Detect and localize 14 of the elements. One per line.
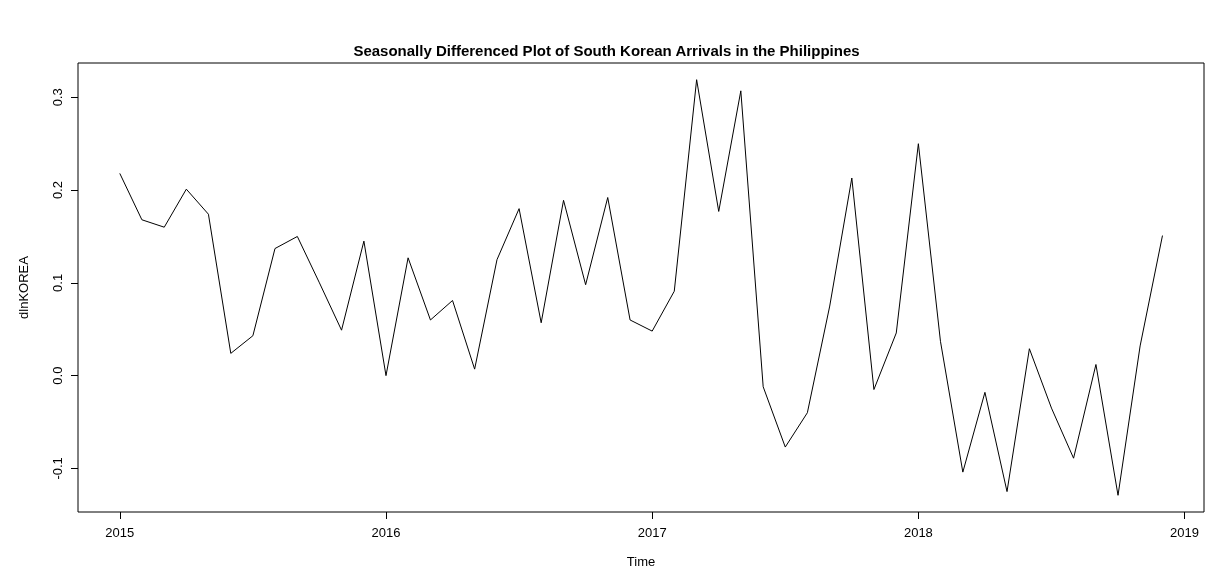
y-tick-label: 0.0	[50, 366, 65, 385]
y-axis-title: dlnKOREA	[16, 255, 31, 319]
line-series	[119, 79, 1163, 496]
y-tick-label: 0.2	[50, 181, 65, 200]
y-tick-label: -0.1	[50, 457, 65, 480]
x-tick-label: 2018	[903, 525, 933, 540]
y-tick-label: 0.1	[50, 273, 65, 292]
x-tick-label: 2017	[637, 525, 667, 540]
x-tick-label: 2015	[105, 525, 135, 540]
x-tick-label: 2019	[1170, 525, 1200, 540]
x-tick-label: 2016	[371, 525, 401, 540]
x-axis-title: Time	[626, 554, 656, 569]
y-tick-label: 0.3	[50, 88, 65, 107]
chart-title: Seasonally Differenced Plot of South Korean Arrivals in the Philippines	[353, 42, 860, 59]
